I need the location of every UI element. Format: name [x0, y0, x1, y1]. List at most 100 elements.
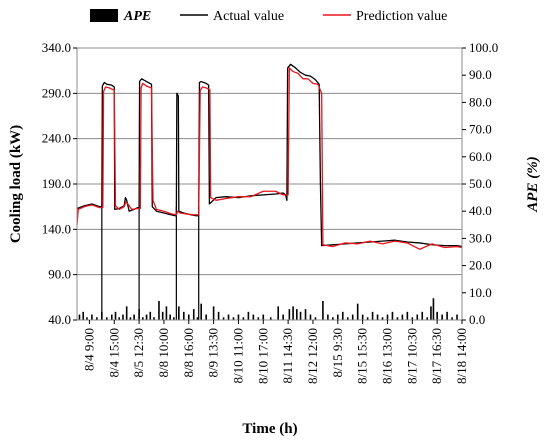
legend: APE Actual value Prediction value	[90, 9, 447, 24]
ape-bar	[327, 314, 329, 320]
ape-bar	[341, 311, 344, 320]
y-tick-label: 290.0	[42, 85, 71, 100]
ape-bar	[145, 314, 148, 320]
legend-label-ape: APE	[123, 9, 151, 24]
ape-bar	[257, 317, 260, 320]
legend-label-prediction: Prediction value	[356, 9, 447, 24]
ape-bar	[106, 317, 108, 320]
ape-bar	[149, 311, 152, 320]
ape-bar	[227, 314, 230, 320]
legend-swatch-ape	[90, 9, 118, 22]
ape-bar	[196, 317, 199, 320]
ape-bar	[125, 306, 128, 320]
y2-axis-title: APE (%)	[525, 156, 541, 212]
actual-value-line	[76, 63, 463, 248]
x-tick-label: 8/16 13:00	[379, 328, 394, 384]
ape-bar	[436, 311, 438, 320]
x-tick-label: 8/17 16:30	[429, 328, 444, 384]
ape-bar	[446, 311, 448, 320]
ape-bar	[247, 311, 250, 320]
gridlines	[77, 47, 462, 321]
ape-bar	[332, 317, 334, 320]
ape-bar	[337, 314, 339, 320]
ape-bar	[232, 317, 235, 320]
ape-bar	[361, 314, 364, 320]
ape-bar	[401, 314, 404, 320]
y-axis-ticks: 40.0 90.0 140.0 190.0 240.0 290.0 340.0	[42, 40, 77, 327]
series-lines	[76, 63, 463, 250]
x-tick-label: 8/17 10:30	[404, 328, 419, 384]
y2-tick-label: 30.0	[469, 230, 492, 245]
y-tick-label: 40.0	[48, 312, 71, 327]
x-tick-label: 8/12 12:00	[305, 328, 320, 384]
ape-bar	[169, 314, 171, 320]
ape-bar	[205, 314, 207, 320]
ape-bar	[142, 317, 144, 320]
y-tick-label: 90.0	[48, 267, 71, 282]
ape-bar	[133, 314, 135, 320]
x-tick-label: 8/10 17:00	[255, 328, 270, 384]
ape-bar	[356, 303, 359, 320]
y2-tick-label: 70.0	[469, 122, 492, 137]
ape-bar	[314, 317, 317, 320]
y2-tick-label: 60.0	[469, 149, 492, 164]
x-tick-label: 8/10 11:00	[230, 328, 245, 384]
ape-bar	[292, 306, 294, 320]
ape-bar	[122, 314, 124, 320]
ape-bar	[346, 317, 349, 320]
y2-tick-label: 0.0	[469, 312, 485, 327]
ape-bar	[269, 317, 272, 320]
ape-bar	[114, 311, 117, 320]
ape-bar	[183, 311, 185, 320]
x-tick-label: 8/15 15:30	[355, 328, 370, 384]
x-tick-label: 8/15 9:30	[330, 328, 345, 377]
y-tick-label: 240.0	[42, 131, 71, 146]
ape-bar	[322, 300, 324, 320]
ape-bar	[411, 317, 414, 320]
ape-bar	[91, 314, 93, 320]
ape-bar	[282, 314, 284, 320]
x-tick-label: 8/4 9:00	[81, 328, 96, 371]
ape-bar	[153, 317, 155, 320]
ape-bar	[173, 317, 175, 320]
y-axis-title: Cooling load (kW)	[8, 125, 24, 243]
ape-bar	[200, 303, 202, 320]
ape-bar	[161, 311, 164, 320]
ape-bar	[82, 311, 85, 320]
ape-bar	[252, 314, 255, 320]
ape-bar	[309, 314, 312, 320]
y-tick-label: 340.0	[42, 40, 71, 55]
y2-axis-ticks: 0.0 10.0 20.0 30.0 40.0 50.0 60.0 70.0 80.0 90.0 1…	[462, 40, 498, 327]
ape-bar	[371, 311, 374, 320]
y2-tick-label: 50.0	[469, 176, 492, 191]
ape-bar	[187, 314, 190, 320]
ape-bar	[391, 311, 394, 320]
ape-bar	[396, 317, 399, 320]
ape-bar	[381, 317, 384, 320]
x-tick-label: 8/11 14:30	[280, 328, 295, 384]
ape-bar	[78, 314, 81, 320]
y2-tick-label: 80.0	[469, 94, 492, 109]
ape-bar	[304, 309, 307, 320]
ape-bar	[262, 314, 265, 320]
ape-bar	[376, 314, 379, 320]
y-tick-label: 140.0	[42, 221, 71, 236]
ape-bar	[406, 311, 409, 320]
ape-bar	[416, 314, 419, 320]
ape-bar	[118, 317, 121, 320]
ape-bar	[86, 317, 88, 320]
ape-bar	[192, 309, 195, 320]
ape-bar	[299, 311, 302, 320]
ape-bar	[129, 317, 132, 320]
y2-tick-label: 20.0	[469, 258, 492, 273]
ape-bar	[296, 309, 298, 320]
ape-bar	[426, 317, 429, 320]
ape-bar	[430, 306, 432, 320]
y2-tick-label: 100.0	[469, 40, 498, 55]
ape-bar	[366, 317, 369, 320]
ape-bar	[158, 300, 160, 320]
ape-bar	[217, 311, 220, 320]
y-tick-label: 190.0	[42, 176, 71, 191]
ape-bar	[432, 298, 435, 320]
